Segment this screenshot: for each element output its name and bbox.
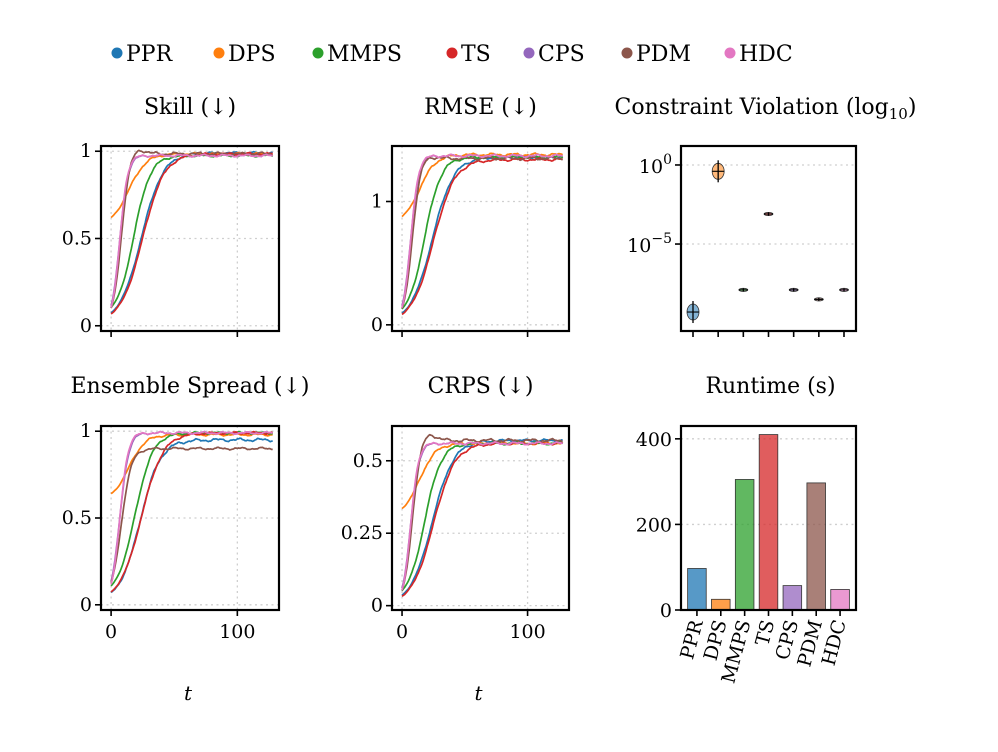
legend-label-dps: DPS: [228, 42, 276, 67]
series-line-cps: [110, 430, 273, 582]
legend-marker-cps: [523, 47, 535, 59]
x-tick-label: 0: [396, 621, 408, 643]
y-tick-label: 0.25: [341, 522, 383, 544]
legend-marker-hdc: [724, 47, 736, 59]
x-axis-label: t: [474, 681, 483, 705]
y-tick-base: 10: [639, 156, 663, 178]
y-tick-label: 400: [636, 429, 672, 451]
panel-title: Runtime (s): [705, 374, 835, 399]
legend-marker-dps: [213, 47, 225, 59]
x-axis-label: t: [184, 681, 193, 705]
x-tick-label: 0: [105, 621, 117, 643]
bar-ts: [758, 434, 779, 611]
panel-rmse: 0 1 RMSE (↓): [371, 95, 571, 337]
panel-skill: 0 0.5 1 Skill (↓): [62, 95, 281, 337]
legend-label-pdm: PDM: [636, 42, 691, 67]
series-line-hdc: [110, 153, 273, 308]
series-line-mmps: [401, 441, 564, 592]
legend-marker-mmps: [312, 47, 324, 59]
series-line-dps: [401, 152, 564, 218]
series-line-pdm: [401, 433, 563, 591]
panel-ensemble-spread: 0 0.5 1 0 100 Ensemble Spread (↓) t: [62, 374, 310, 705]
series-line-hdc: [110, 430, 273, 585]
series-line-dps: [110, 432, 273, 495]
y-tick-label: 200: [636, 514, 672, 536]
y-tick-label: 0: [80, 594, 92, 616]
series-line-dps: [401, 441, 563, 510]
y-tick-label: 1: [80, 420, 92, 442]
series-line-hdc: [401, 153, 563, 308]
series-line-mmps: [401, 154, 564, 310]
bar-dps: [711, 598, 731, 611]
y-tick-label: 0: [371, 595, 383, 617]
bar-mmps: [734, 479, 755, 611]
axes-frame: [679, 144, 858, 333]
y-tick-label: 1: [371, 191, 383, 213]
axes-frame: [390, 424, 571, 612]
legend-marker-pdm: [621, 47, 633, 59]
legend-label-mmps: MMPS: [327, 42, 402, 67]
x-tick-label: 100: [509, 621, 545, 643]
panel-title: RMSE (↓): [424, 95, 537, 120]
series-line-ts: [110, 430, 274, 593]
y-tick-label: 0.5: [62, 507, 92, 529]
x-tick-label: 100: [219, 621, 255, 643]
panel-title-close: ): [908, 95, 917, 120]
panel-title-main: Constraint Violation (log: [615, 95, 889, 120]
panel-title: Skill (↓): [144, 95, 236, 120]
legend-label-ppr: PPR: [126, 42, 174, 67]
legend-marker-ts: [446, 47, 458, 59]
y-tick-label: 10−5: [627, 231, 672, 257]
series-line-pdm: [110, 149, 273, 309]
axes-frame: [390, 144, 571, 333]
legend-marker-ppr: [111, 47, 123, 59]
legend-label-hdc: HDC: [739, 42, 793, 67]
y-tick-base: 10: [627, 235, 651, 257]
y-tick-exponent: 0: [663, 152, 672, 168]
bar-hdc: [830, 589, 850, 611]
axes-frame: [679, 424, 858, 612]
series-line-pdm: [110, 446, 273, 584]
y-tick-label: 1: [80, 140, 92, 162]
series-line-dps: [110, 151, 274, 219]
panel-title: CRPS (↓): [428, 374, 534, 399]
legend-label-ts: TS: [461, 42, 491, 67]
y-tick-label: 0.5: [353, 450, 383, 472]
bar-cps: [782, 585, 803, 611]
bar-pdm: [806, 482, 826, 611]
legend-label-cps: CPS: [538, 42, 585, 67]
legend: PPR DPS MMPS TS CPS PDM HDC: [111, 42, 793, 67]
y-tick-label: 100: [639, 152, 672, 178]
series-line-ts: [401, 157, 563, 316]
series-line-hdc: [401, 440, 563, 591]
panel-title: Ensemble Spread (↓): [70, 374, 309, 399]
y-tick-label: 0: [660, 600, 672, 622]
panel-title-subscript: 10: [889, 105, 908, 123]
y-tick-label: 0: [371, 314, 383, 336]
panel-title: Constraint Violation (log10): [615, 95, 917, 123]
bar-ppr: [687, 568, 707, 611]
y-tick-label: 0.5: [62, 228, 92, 250]
y-tick-exponent: −5: [651, 231, 672, 247]
y-tick-label: 0: [80, 315, 92, 337]
panel-crps: 0 0.25 0.5 0 100 CRPS (↓) t: [341, 374, 571, 705]
